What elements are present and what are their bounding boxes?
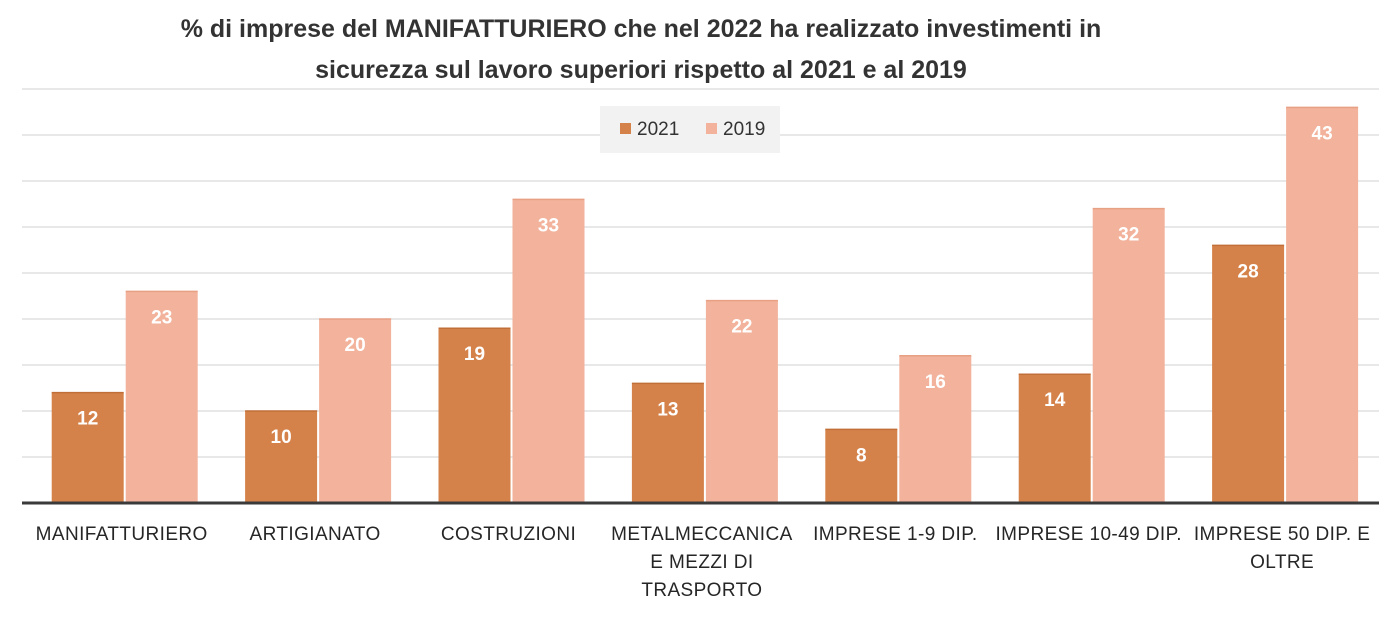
bar-2021-4	[825, 429, 898, 503]
bar-2019-2	[512, 199, 585, 503]
x-tick-labels: MANIFATTURIERO ARTIGIANATO COSTRUZIONI META…	[36, 524, 1370, 601]
data-label-2021-2: 19	[464, 344, 485, 365]
bar-2021-2	[438, 328, 511, 503]
data-label-2019-6: 43	[1312, 123, 1333, 144]
x-tick-label-6: OLTRE	[1250, 552, 1314, 573]
x-tick-label-3: TRASPORTO	[641, 580, 762, 601]
x-tick-label-5: IMPRESE 10-49 DIP.	[996, 524, 1182, 545]
chart-title: % di imprese del MANIFATTURIERO che nel …	[181, 15, 1102, 84]
bar-2019-1	[319, 319, 392, 503]
x-tick-label-3: METALMECCANICA	[611, 524, 793, 545]
x-tick-label-0: MANIFATTURIERO	[36, 524, 208, 545]
bar-2019-0	[125, 291, 198, 503]
bar-2019-3	[705, 300, 778, 503]
bar-2021-3	[631, 383, 704, 503]
data-label-2021-5: 14	[1044, 390, 1066, 411]
bar-2021-5	[1018, 374, 1091, 503]
x-tick-label-6: IMPRESE 50 DIP. E	[1194, 524, 1370, 545]
bar-2019-5	[1092, 208, 1165, 503]
x-tick-label-2: COSTRUZIONI	[441, 524, 576, 545]
data-label-2019-5: 32	[1118, 225, 1139, 246]
chart-title-line-2: sicurezza sul lavoro superiori rispetto …	[315, 56, 967, 84]
legend-swatch-2021	[620, 123, 631, 134]
bars	[51, 106, 1359, 504]
bar-2021-1	[245, 411, 318, 503]
bar-2019-6	[1286, 107, 1359, 504]
x-tick-label-1: ARTIGIANATO	[250, 524, 381, 545]
data-label-2021-6: 28	[1238, 261, 1259, 282]
data-label-2021-4: 8	[856, 445, 867, 466]
data-label-2019-1: 20	[345, 335, 366, 356]
data-label-2021-0: 12	[77, 409, 98, 430]
chart-title-line-1: % di imprese del MANIFATTURIERO che nel …	[181, 15, 1102, 43]
legend-swatch-2019	[706, 123, 717, 134]
data-label-2021-3: 13	[657, 399, 678, 420]
data-label-2019-3: 22	[731, 317, 752, 338]
legend-label-2019: 2019	[723, 119, 765, 140]
data-label-2019-4: 16	[925, 372, 946, 393]
legend-label-2021: 2021	[637, 119, 679, 140]
x-tick-label-3: E MEZZI DI	[650, 552, 753, 573]
data-label-2019-2: 33	[538, 215, 559, 236]
data-labels: 12 23 10 20 19 33 13 22 8 16 14 32 28 43	[77, 123, 1333, 466]
bar-2021-6	[1212, 245, 1285, 503]
x-tick-label-4: IMPRESE 1-9 DIP.	[813, 524, 977, 545]
bar-2021-0	[51, 392, 124, 503]
data-label-2019-0: 23	[151, 307, 172, 328]
legend: 2021 2019	[620, 119, 765, 140]
bar-2019-4	[899, 355, 972, 503]
data-label-2021-1: 10	[271, 427, 292, 448]
